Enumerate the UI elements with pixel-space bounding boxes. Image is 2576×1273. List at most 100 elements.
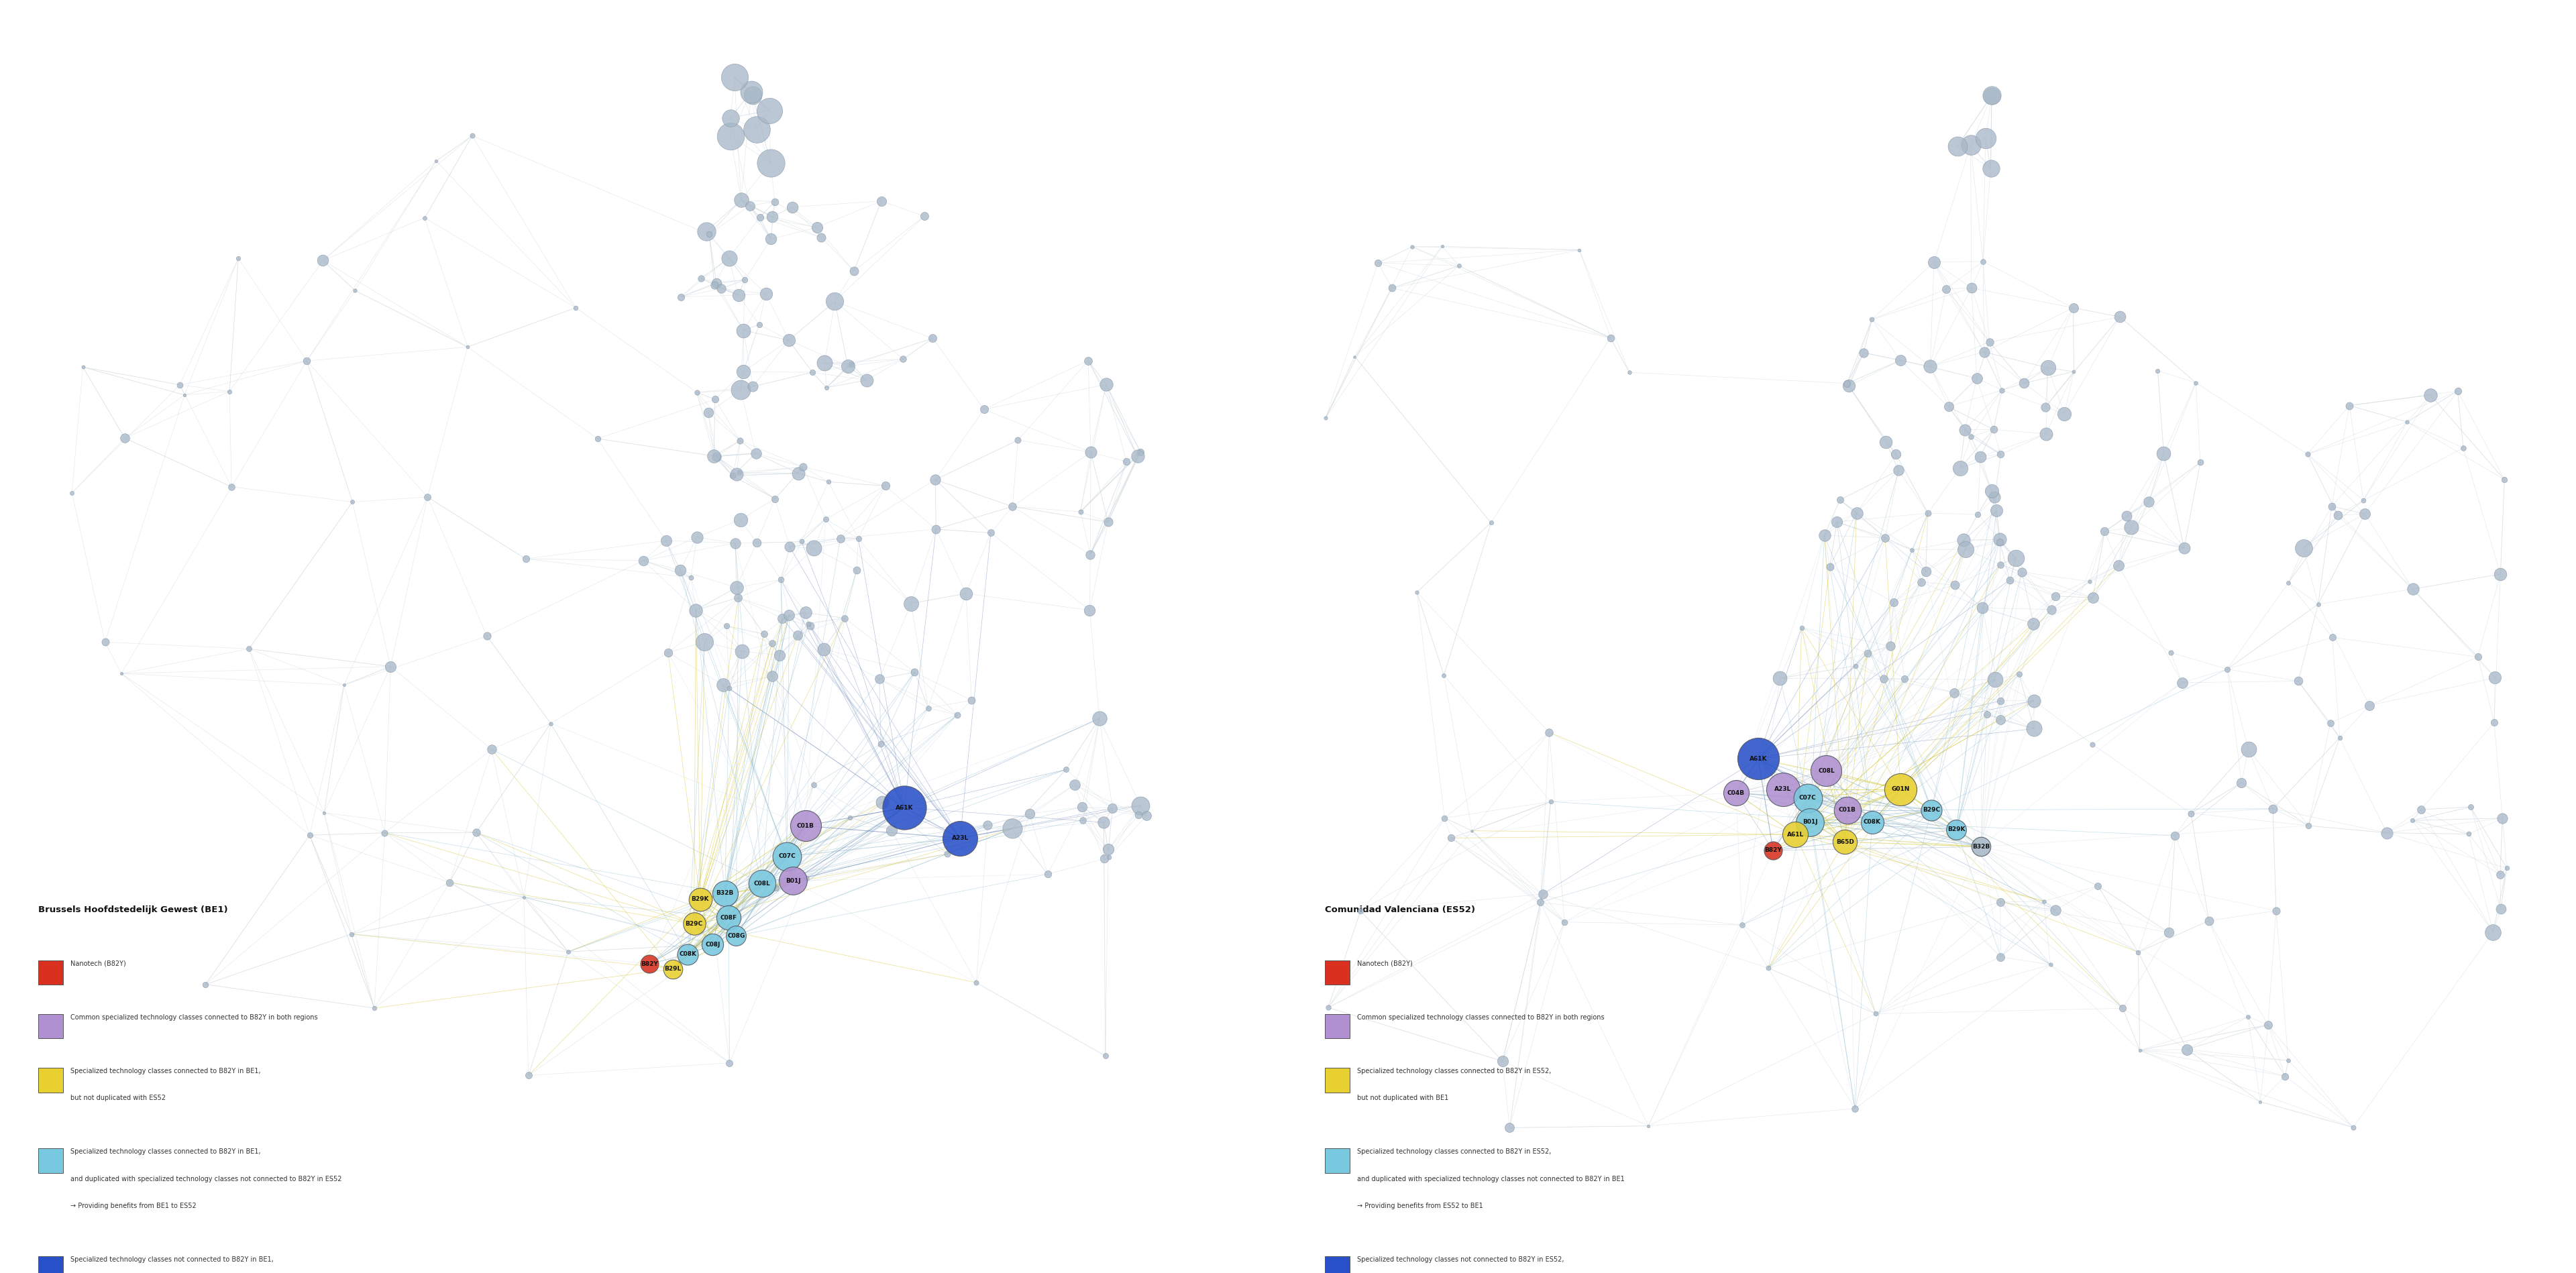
Point bbox=[165, 384, 206, 405]
Point bbox=[2097, 555, 2138, 575]
Text: A23L: A23L bbox=[951, 835, 969, 841]
Point bbox=[804, 639, 845, 659]
Point bbox=[1819, 490, 1860, 510]
Text: G01N: G01N bbox=[1891, 787, 1909, 792]
Bar bbox=[39, 1148, 62, 1172]
Point bbox=[719, 430, 760, 451]
Point bbox=[2025, 424, 2066, 444]
Point bbox=[1788, 788, 1829, 808]
Point bbox=[1935, 575, 1976, 596]
Point bbox=[724, 270, 765, 290]
Bar bbox=[39, 1068, 62, 1092]
Point bbox=[2287, 816, 2329, 836]
Point bbox=[786, 816, 827, 836]
Point bbox=[860, 733, 902, 754]
Text: Specialized technology classes not connected to B82Y in BE1,: Specialized technology classes not conne… bbox=[70, 1256, 273, 1263]
Point bbox=[1059, 502, 1100, 522]
Point bbox=[672, 914, 714, 934]
Point bbox=[1826, 799, 1868, 820]
Point bbox=[829, 807, 871, 827]
Point bbox=[2267, 1050, 2308, 1071]
Point bbox=[680, 889, 721, 909]
Bar bbox=[39, 1256, 62, 1273]
Point bbox=[451, 126, 492, 146]
Point bbox=[804, 509, 845, 530]
Point bbox=[1425, 808, 1466, 829]
Point bbox=[2342, 490, 2383, 510]
Point bbox=[1865, 527, 1906, 547]
Point bbox=[760, 645, 801, 666]
Point bbox=[1945, 538, 1986, 559]
Point bbox=[2409, 384, 2450, 405]
Point bbox=[938, 705, 979, 726]
Point bbox=[1121, 442, 1162, 462]
Point bbox=[1829, 376, 1870, 396]
Text: Specialized technology classes connected to B82Y in BE1,: Specialized technology classes connected… bbox=[70, 1068, 260, 1074]
Point bbox=[1079, 708, 1121, 728]
Point bbox=[1935, 682, 1976, 703]
Point bbox=[2344, 504, 2385, 524]
Point bbox=[750, 153, 791, 173]
Text: C07C: C07C bbox=[1798, 794, 1816, 801]
Point bbox=[1945, 419, 1986, 439]
Point bbox=[696, 447, 737, 467]
Text: B65D: B65D bbox=[1837, 839, 1855, 845]
Point bbox=[652, 959, 693, 979]
Text: C08K: C08K bbox=[680, 951, 696, 957]
Point bbox=[62, 356, 103, 377]
Point bbox=[891, 593, 933, 614]
Point bbox=[1481, 1051, 1522, 1072]
Point bbox=[1999, 665, 2040, 685]
Point bbox=[1978, 709, 2020, 729]
Point bbox=[1981, 381, 2022, 401]
Point bbox=[1971, 481, 2012, 502]
Point bbox=[778, 463, 819, 484]
Point bbox=[52, 482, 93, 503]
Point bbox=[708, 908, 750, 928]
Point bbox=[2035, 900, 2076, 920]
Point bbox=[1950, 426, 1991, 447]
Point bbox=[2486, 858, 2527, 878]
Point bbox=[1994, 547, 2035, 568]
Point bbox=[2264, 1066, 2306, 1086]
Point bbox=[301, 251, 343, 271]
Point bbox=[2393, 811, 2434, 831]
Point bbox=[2483, 470, 2524, 490]
Point bbox=[1852, 812, 1893, 833]
Point bbox=[706, 616, 747, 636]
Point bbox=[1543, 911, 1584, 932]
Point bbox=[2385, 411, 2427, 432]
Point bbox=[1087, 839, 1128, 859]
Point bbox=[734, 443, 775, 463]
Point bbox=[1976, 500, 2017, 521]
Point bbox=[1105, 452, 1146, 472]
Point bbox=[1981, 947, 2022, 967]
Point bbox=[647, 643, 688, 663]
Point bbox=[724, 362, 765, 382]
Point bbox=[1950, 278, 1991, 298]
Point bbox=[760, 569, 801, 589]
Point bbox=[755, 878, 796, 899]
Point bbox=[719, 462, 760, 482]
Point bbox=[371, 657, 412, 677]
Point bbox=[1610, 362, 1651, 382]
Point bbox=[1834, 1099, 1875, 1119]
Bar bbox=[1324, 1015, 1350, 1039]
Point bbox=[781, 531, 822, 551]
Point bbox=[2458, 647, 2499, 667]
Text: A61K: A61K bbox=[896, 805, 914, 811]
Point bbox=[502, 887, 544, 908]
Point bbox=[2128, 491, 2169, 512]
Point bbox=[2239, 1092, 2280, 1113]
Point bbox=[680, 269, 721, 289]
Point bbox=[363, 822, 404, 843]
Point bbox=[793, 775, 835, 796]
Point bbox=[1046, 760, 1087, 780]
Point bbox=[659, 560, 701, 580]
Point bbox=[456, 822, 497, 843]
Point bbox=[2154, 825, 2195, 845]
Point bbox=[750, 101, 791, 121]
Text: B29C: B29C bbox=[1922, 807, 1940, 813]
Point bbox=[814, 292, 855, 312]
Point bbox=[1978, 892, 2020, 913]
